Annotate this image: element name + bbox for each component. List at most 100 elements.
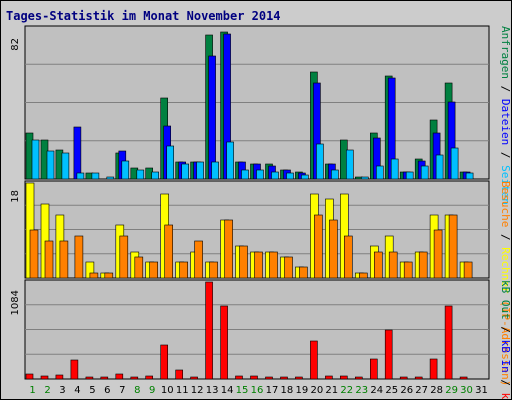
x-tick-label: 14 (221, 385, 234, 396)
x-tick-label: 1 (29, 385, 35, 396)
traffic-bar (115, 373, 124, 380)
x-tick-label: 29 (445, 385, 458, 396)
visitors-bar (74, 235, 84, 279)
hits-bar (196, 161, 204, 180)
traffic-bar (444, 305, 453, 380)
hits-panel: 82 (10, 25, 490, 180)
traffic-bar (40, 375, 49, 380)
visitors-bar (388, 251, 398, 279)
visitors-bar (89, 272, 99, 279)
visitors-bar (194, 240, 203, 279)
legend-entry: kB Out (499, 280, 512, 326)
x-tick-label: 10 (161, 385, 174, 396)
hits-bar (208, 55, 216, 180)
x-tick-label: 16 (251, 385, 264, 396)
hits-bar (271, 171, 279, 180)
visitors-bar (254, 251, 263, 279)
x-tick-label: 12 (191, 385, 204, 396)
x-tick-label: 15 (236, 385, 249, 396)
visitors-bar (239, 245, 248, 279)
legend-entry: kB F (499, 393, 512, 400)
traffic-bar (295, 376, 303, 380)
hits-bar (301, 174, 309, 180)
hits-bar (211, 161, 219, 180)
visitors-bar (418, 251, 428, 279)
traffic-bar (325, 375, 333, 380)
x-tick-label: 11 (176, 385, 189, 396)
traffic-bar (280, 376, 288, 380)
hits-bar (405, 171, 414, 180)
hits-bar (465, 172, 474, 180)
x-tick-label: 21 (325, 385, 338, 396)
traffic-bar (220, 305, 228, 380)
hits-y-max-label: 82 (10, 38, 21, 51)
hits-series-seiten (31, 139, 474, 180)
visitors-bar (373, 251, 383, 279)
legend-entry: Besuche (499, 181, 512, 234)
legend-middle: Besuche / Rechner (IP-Adressen) (499, 181, 512, 386)
hits-bar (420, 165, 429, 180)
legend-bottom: kB Out / kB In / kB F (499, 280, 512, 400)
legend-entry: / (499, 234, 512, 247)
hits-bar (256, 169, 264, 180)
chart-title: Tages-Statistik im Monat November 2014 (6, 9, 281, 23)
hits-bar (73, 126, 82, 180)
traffic-bar (235, 375, 243, 380)
visitors-bar (119, 235, 129, 279)
legend-entry: Rechner (499, 247, 512, 300)
legend-entry: / (499, 152, 512, 165)
visitors-bar (44, 240, 54, 279)
visitors-bar (134, 256, 144, 279)
x-tick-label: 7 (119, 385, 125, 396)
x-tick-label: 2 (44, 385, 50, 396)
traffic-bar (414, 376, 423, 380)
legend-entry: Anfragen (499, 26, 512, 86)
x-tick-label: 8 (134, 385, 140, 396)
traffic-bar (175, 369, 183, 380)
x-tick-label: 18 (281, 385, 294, 396)
x-tick-label: 4 (74, 385, 80, 396)
hits-bar (106, 176, 115, 180)
hits-bar (375, 165, 384, 180)
x-tick-label: 31 (475, 385, 488, 396)
x-tick-label: 24 (370, 385, 383, 396)
x-tick-label: 23 (355, 385, 368, 396)
traffic-bar (190, 376, 198, 380)
traffic-bar (265, 376, 273, 380)
hits-bar (286, 172, 294, 180)
visitors-bar (358, 272, 368, 279)
hits-bar (181, 163, 189, 180)
visitors-bar (224, 219, 233, 279)
hits-bar (76, 172, 85, 180)
hits-bar (151, 171, 159, 180)
visitors-bar (104, 272, 114, 279)
traffic-bar (369, 358, 378, 380)
visitors-bar (343, 235, 353, 279)
hits-bar (316, 143, 324, 180)
visitors-bar (463, 261, 473, 279)
traffic-series-kb-f (25, 281, 468, 380)
hits-bar (61, 152, 70, 180)
hits-bar (390, 158, 399, 180)
x-tick-label: 5 (89, 385, 95, 396)
hits-bar (121, 160, 130, 180)
legend-top: Anfragen / Dateien / Seiten (499, 26, 512, 205)
legend-entry: Dateien (499, 99, 512, 152)
visitors-bar (179, 261, 188, 279)
x-tick-label: 6 (104, 385, 110, 396)
traffic-panel: 1084 (10, 279, 490, 380)
x-tick-label: 3 (59, 385, 65, 396)
traffic-bar (384, 329, 393, 380)
visitors-bar (209, 261, 218, 279)
hits-bar (46, 150, 55, 180)
visitors-bar (448, 214, 458, 279)
x-tick-label: 9 (149, 385, 155, 396)
traffic-bar (310, 340, 318, 380)
legend-entry: / (499, 326, 512, 339)
x-tick-label: 22 (340, 385, 353, 396)
traffic-bar (160, 344, 168, 380)
traffic-bar (70, 359, 79, 380)
visitors-bar (269, 251, 278, 279)
hits-bar (331, 169, 339, 180)
